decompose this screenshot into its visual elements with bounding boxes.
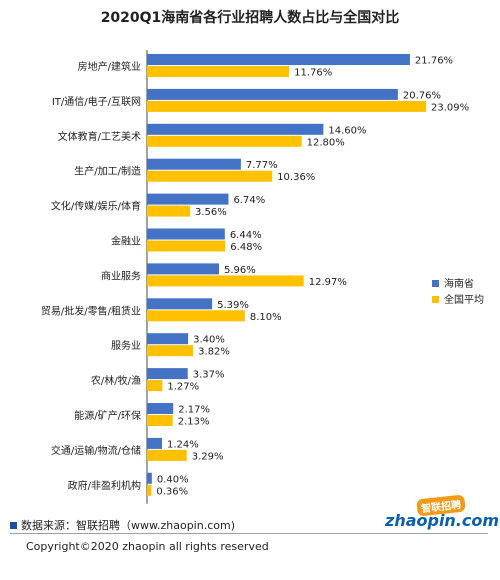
legend-label: 海南省: [444, 277, 474, 290]
data-label: 2.13%: [178, 417, 210, 428]
data-label: 2.17%: [178, 405, 210, 416]
category-label: 能源/矿产/环保: [74, 409, 141, 422]
data-label: 10.36%: [277, 172, 315, 183]
bar-national: [147, 205, 191, 217]
legend-swatch: [432, 280, 439, 287]
chart-title: 2020Q1海南省各行业招聘人数占比与全国对比: [101, 9, 400, 26]
bar-national: [147, 66, 290, 77]
data-label: 23.09%: [431, 102, 469, 113]
footer-divider: [10, 533, 488, 534]
bar-hainan: [147, 158, 241, 170]
data-label: 0.40%: [157, 474, 189, 485]
bar-hainan: [147, 368, 188, 380]
bar-hainan: [147, 298, 213, 310]
bar-national: [147, 240, 226, 252]
data-label: 14.60%: [328, 125, 366, 136]
bar-hainan: [147, 437, 162, 449]
bar-national: [147, 415, 173, 426]
data-label: 12.97%: [309, 277, 347, 288]
bar-hainan: [147, 403, 174, 414]
category-label: 商业服务: [101, 269, 141, 282]
bar-hainan: [147, 123, 324, 135]
category-label: 交通/运输/物流/仓储: [51, 444, 141, 457]
data-label: 6.74%: [233, 195, 265, 206]
data-label: 7.77%: [246, 160, 278, 171]
bar-hainan: [147, 228, 225, 240]
data-label: 3.56%: [195, 207, 227, 218]
bar-hainan: [147, 263, 220, 275]
category-label: 文体教育/工艺美术: [58, 130, 141, 143]
data-label: 12.80%: [307, 137, 345, 148]
data-label: 0.36%: [156, 486, 188, 497]
legend-swatch: [432, 296, 439, 303]
bar-national: [147, 100, 427, 112]
category-label: 服务业: [111, 339, 141, 352]
category-label: 贸易/批发/零售/租赁业: [41, 304, 141, 317]
bar-hainan: [147, 88, 398, 100]
data-label: 1.24%: [167, 439, 199, 450]
category-label: IT/通信/电子/互联网: [52, 95, 141, 108]
bar-hainan: [147, 193, 229, 205]
bar-national: [147, 310, 245, 322]
bar-national: [147, 275, 304, 287]
category-label: 金融业: [111, 235, 141, 248]
data-label: 6.48%: [230, 242, 262, 253]
source-bullet-icon: [10, 521, 17, 529]
data-label: 1.27%: [167, 382, 199, 393]
bar-national: [147, 484, 152, 496]
data-source-text: 数据来源：智联招聘（www.zhaopin.com): [21, 519, 235, 532]
data-label: 6.44%: [230, 230, 262, 241]
data-label: 3.37%: [193, 370, 225, 381]
copyright-text: Copyright©2020 zhaopin all rights reserv…: [26, 540, 269, 553]
data-label: 5.96%: [224, 265, 256, 276]
bar-national: [147, 345, 194, 357]
bar-hainan: [147, 333, 189, 345]
category-label: 生产/加工/制造: [74, 165, 141, 178]
bar-hainan: [147, 54, 410, 65]
bar-national: [147, 135, 302, 147]
data-source-note: 数据来源：智联招聘（www.zhaopin.com): [10, 517, 235, 533]
legend-label: 全国平均: [444, 293, 484, 306]
data-label: 3.29%: [192, 451, 224, 462]
zhaopin-logo: 智联招聘 zhaopin.com: [385, 494, 499, 530]
bar-national: [147, 170, 273, 182]
category-label: 房地产/建筑业: [78, 60, 141, 73]
data-label: 8.10%: [250, 312, 282, 323]
category-label: 农/林/牧/渔: [91, 374, 141, 387]
data-label: 21.76%: [415, 56, 453, 67]
data-label: 3.82%: [198, 347, 230, 358]
data-label: 3.40%: [193, 335, 225, 346]
category-label: 政府/非盈利机构: [68, 479, 141, 492]
bar-hainan: [147, 472, 152, 484]
data-label: 20.76%: [403, 90, 441, 101]
bar-national: [147, 449, 187, 461]
category-label: 文化/传媒/娱乐/体育: [51, 200, 141, 213]
data-label: 5.39%: [217, 300, 249, 311]
data-label: 11.76%: [294, 68, 332, 79]
bar-national: [147, 380, 163, 392]
logo-text-en: zhaopin.com: [385, 511, 500, 530]
